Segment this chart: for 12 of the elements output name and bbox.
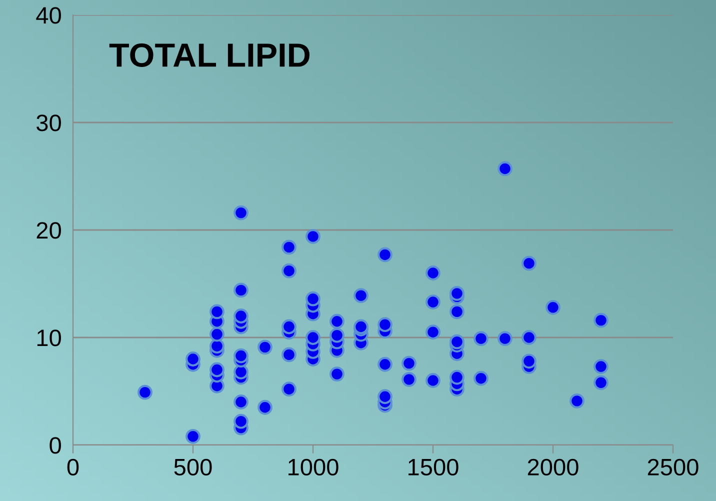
x-tick-label: 2500 xyxy=(648,458,698,476)
x-tick-label: 500 xyxy=(174,458,212,476)
x-tick-label: 1000 xyxy=(288,458,338,476)
y-tick-label: 0 xyxy=(50,437,61,454)
x-tick-label: 0 xyxy=(67,458,79,476)
text: TOTAL LIPID xyxy=(109,43,310,67)
y-tick-label: 10 xyxy=(37,330,61,346)
y-tick-label: 30 xyxy=(36,114,61,132)
x-tick-label: 1500 xyxy=(408,458,458,476)
y-tick-label: 20 xyxy=(36,222,61,239)
x-tick-label: 2000 xyxy=(528,458,578,476)
y-tick-label: 40 xyxy=(36,7,61,24)
